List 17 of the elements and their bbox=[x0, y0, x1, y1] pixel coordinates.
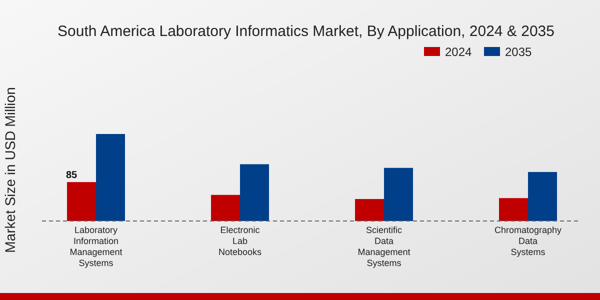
bar bbox=[96, 134, 125, 221]
bar bbox=[67, 182, 96, 221]
y-axis-title: Market Size in USD Million bbox=[2, 87, 18, 253]
bar bbox=[384, 168, 413, 221]
legend-label: 2024 bbox=[445, 45, 472, 59]
chart-title: South America Laboratory Informatics Market, By Application, 2024 & 2035 bbox=[58, 23, 554, 40]
data-label: 85 bbox=[66, 170, 78, 182]
bar bbox=[355, 199, 384, 221]
bar bbox=[528, 172, 557, 221]
x-tick-label: Chromatography Data Systems bbox=[494, 225, 562, 257]
x-tick-label: Laboratory Information Management Systems bbox=[70, 225, 123, 268]
bar bbox=[240, 164, 269, 221]
x-tick-label: Electronic Lab Notebooks bbox=[218, 225, 262, 257]
bar bbox=[211, 194, 240, 221]
bar bbox=[499, 198, 528, 221]
x-tick-label: Scientific Data Management Systems bbox=[358, 225, 411, 268]
legend-label: 2035 bbox=[505, 45, 532, 59]
